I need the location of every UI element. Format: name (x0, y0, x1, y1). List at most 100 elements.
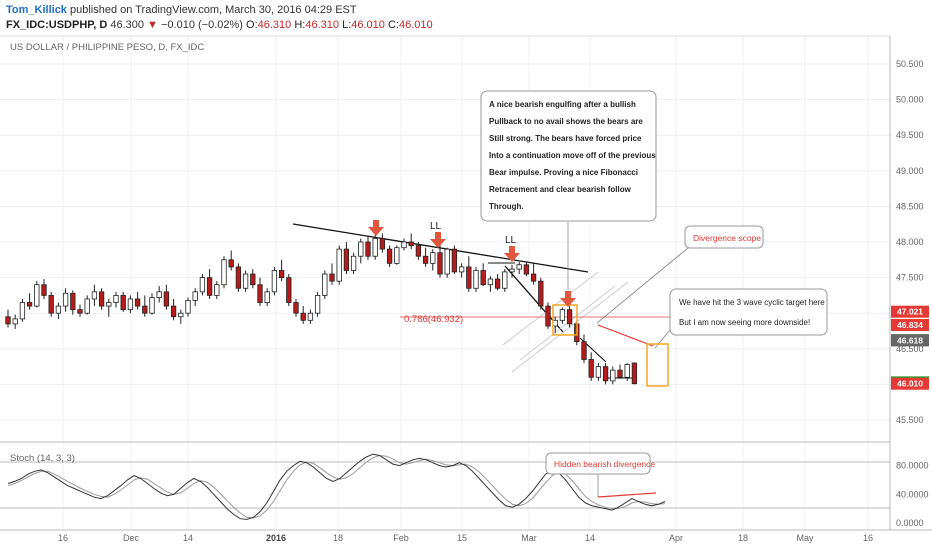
close-label: C: (387, 19, 399, 31)
candle-body (480, 270, 486, 286)
candle-body (314, 294, 321, 314)
stoch-axis: 80.0000 40.0000 0.0000 (896, 461, 929, 528)
open-label: O: (246, 19, 258, 31)
candle-body (437, 252, 443, 275)
low-value: 46.010 (351, 19, 385, 31)
candle-body (307, 312, 314, 321)
candle-body (113, 294, 119, 303)
published-text: published on TradingView.com, March 30, … (70, 4, 357, 16)
highlight-box-2 (646, 343, 669, 387)
candle-body (206, 277, 213, 296)
candle-body (372, 238, 378, 257)
candle-body (163, 291, 170, 307)
candle-body (588, 359, 594, 378)
author-link[interactable]: Tom_Killick (6, 4, 67, 16)
candle-body (192, 291, 198, 301)
candle-body (134, 298, 141, 307)
candle-body (509, 268, 515, 273)
price-tick: 48.500 (896, 201, 924, 211)
callout-target: We have hit the 3 wave cyclic target her… (669, 288, 828, 336)
candle-body (466, 266, 472, 289)
price-tag-bg (891, 305, 929, 318)
candle-body (458, 266, 465, 273)
price-tick: 49.500 (896, 130, 924, 140)
price-tick: 49.000 (896, 166, 924, 176)
callout-divergence: Divergence scope (684, 225, 764, 249)
time-tick: 18 (738, 533, 748, 543)
target-line-1: We have hit the 3 wave cyclic target her… (679, 298, 825, 307)
callout-line-1: A nice bearish engulfing after a bullish (489, 100, 636, 109)
fib-label: 0.786(46.932) (404, 314, 463, 325)
price-tag-3: 46.618 (897, 335, 923, 345)
divergence-text: Divergence scope (693, 233, 761, 243)
candle-body (34, 284, 40, 307)
candle-body (545, 305, 551, 327)
price-tags: 47.02146.83446.62246.61846.02946.02146.0… (891, 305, 929, 390)
down-arrow-marker-2 (430, 232, 446, 248)
chart-title: US DOLLAR / PHILIPPINE PESO, D, FX_IDC (10, 42, 204, 53)
chart-header: Tom_Killick published on TradingView.com… (0, 0, 932, 36)
candle-body (221, 259, 227, 286)
candle-body (329, 273, 335, 282)
candle-body (451, 248, 458, 273)
candle-body (343, 248, 350, 271)
callout-line-7: Through. (489, 202, 524, 211)
candle-body (473, 270, 479, 289)
candle-body (48, 294, 54, 314)
candle-body (91, 291, 98, 300)
candle-body (516, 264, 522, 270)
stoch-tick: 0.0000 (896, 518, 924, 528)
candle-body (170, 305, 177, 318)
candle-body (5, 316, 11, 325)
candle-body (386, 248, 393, 264)
candle-body (494, 278, 501, 289)
price-tag-0: 47.021 (897, 307, 923, 317)
candle-body (120, 294, 126, 311)
candle-body (77, 309, 83, 314)
candle-body (293, 302, 299, 314)
time-tick: 16 (863, 533, 873, 543)
time-tick: 15 (457, 533, 467, 543)
candle-body (631, 362, 638, 385)
candle-body (84, 298, 90, 314)
candle-body (142, 305, 148, 314)
time-tick: May (796, 533, 814, 543)
callout-line-5: Bear impulse. Proving a nice Fibonacci (489, 168, 638, 177)
hidden-div-box (545, 452, 651, 475)
price-tag-bg (891, 319, 929, 332)
candle-body (415, 245, 422, 257)
time-tick: 14 (585, 533, 595, 543)
down-arrow-marker-3 (504, 246, 520, 262)
price-tick: 45.500 (896, 415, 924, 425)
price-tick: 46.500 (896, 344, 924, 354)
candle-body (41, 284, 47, 296)
low-label: L: (342, 19, 352, 31)
publish-line: Tom_Killick published on TradingView.com… (6, 4, 357, 16)
stoch-tick: 40.0000 (896, 489, 929, 499)
candle-body (98, 291, 105, 307)
candle-body (300, 312, 306, 321)
candle-body (401, 241, 407, 249)
hidden-div-text: Hidden bearish divergence (554, 459, 655, 469)
candle-body (199, 277, 206, 293)
price-tick: 50.500 (896, 59, 924, 69)
candle-body (422, 255, 429, 264)
target-line-2: But I am now seeing more downside! (679, 318, 810, 327)
candle-body (595, 366, 602, 378)
candle-body (408, 241, 414, 246)
divergence-pointer (596, 242, 695, 324)
candle-body (624, 364, 630, 378)
candle-body (610, 369, 616, 382)
time-tick: 14 (183, 533, 193, 543)
time-tick: 18 (333, 533, 343, 543)
callout-line-3: Still strong. The bears have forced pric… (489, 134, 642, 143)
candle-body (149, 297, 155, 314)
price-tag-1: 46.834 (897, 320, 923, 330)
price-tag-bg (891, 377, 929, 390)
candle-body (523, 264, 530, 275)
time-tick: 2016 (266, 533, 286, 543)
candle-body (264, 291, 270, 303)
drawings: 0.786(46.932) (292, 222, 695, 379)
price-axis: 50.500 50.000 49.500 49.000 48.500 48.000 47.5… (896, 59, 924, 425)
last-price: 46.300 (110, 19, 144, 31)
